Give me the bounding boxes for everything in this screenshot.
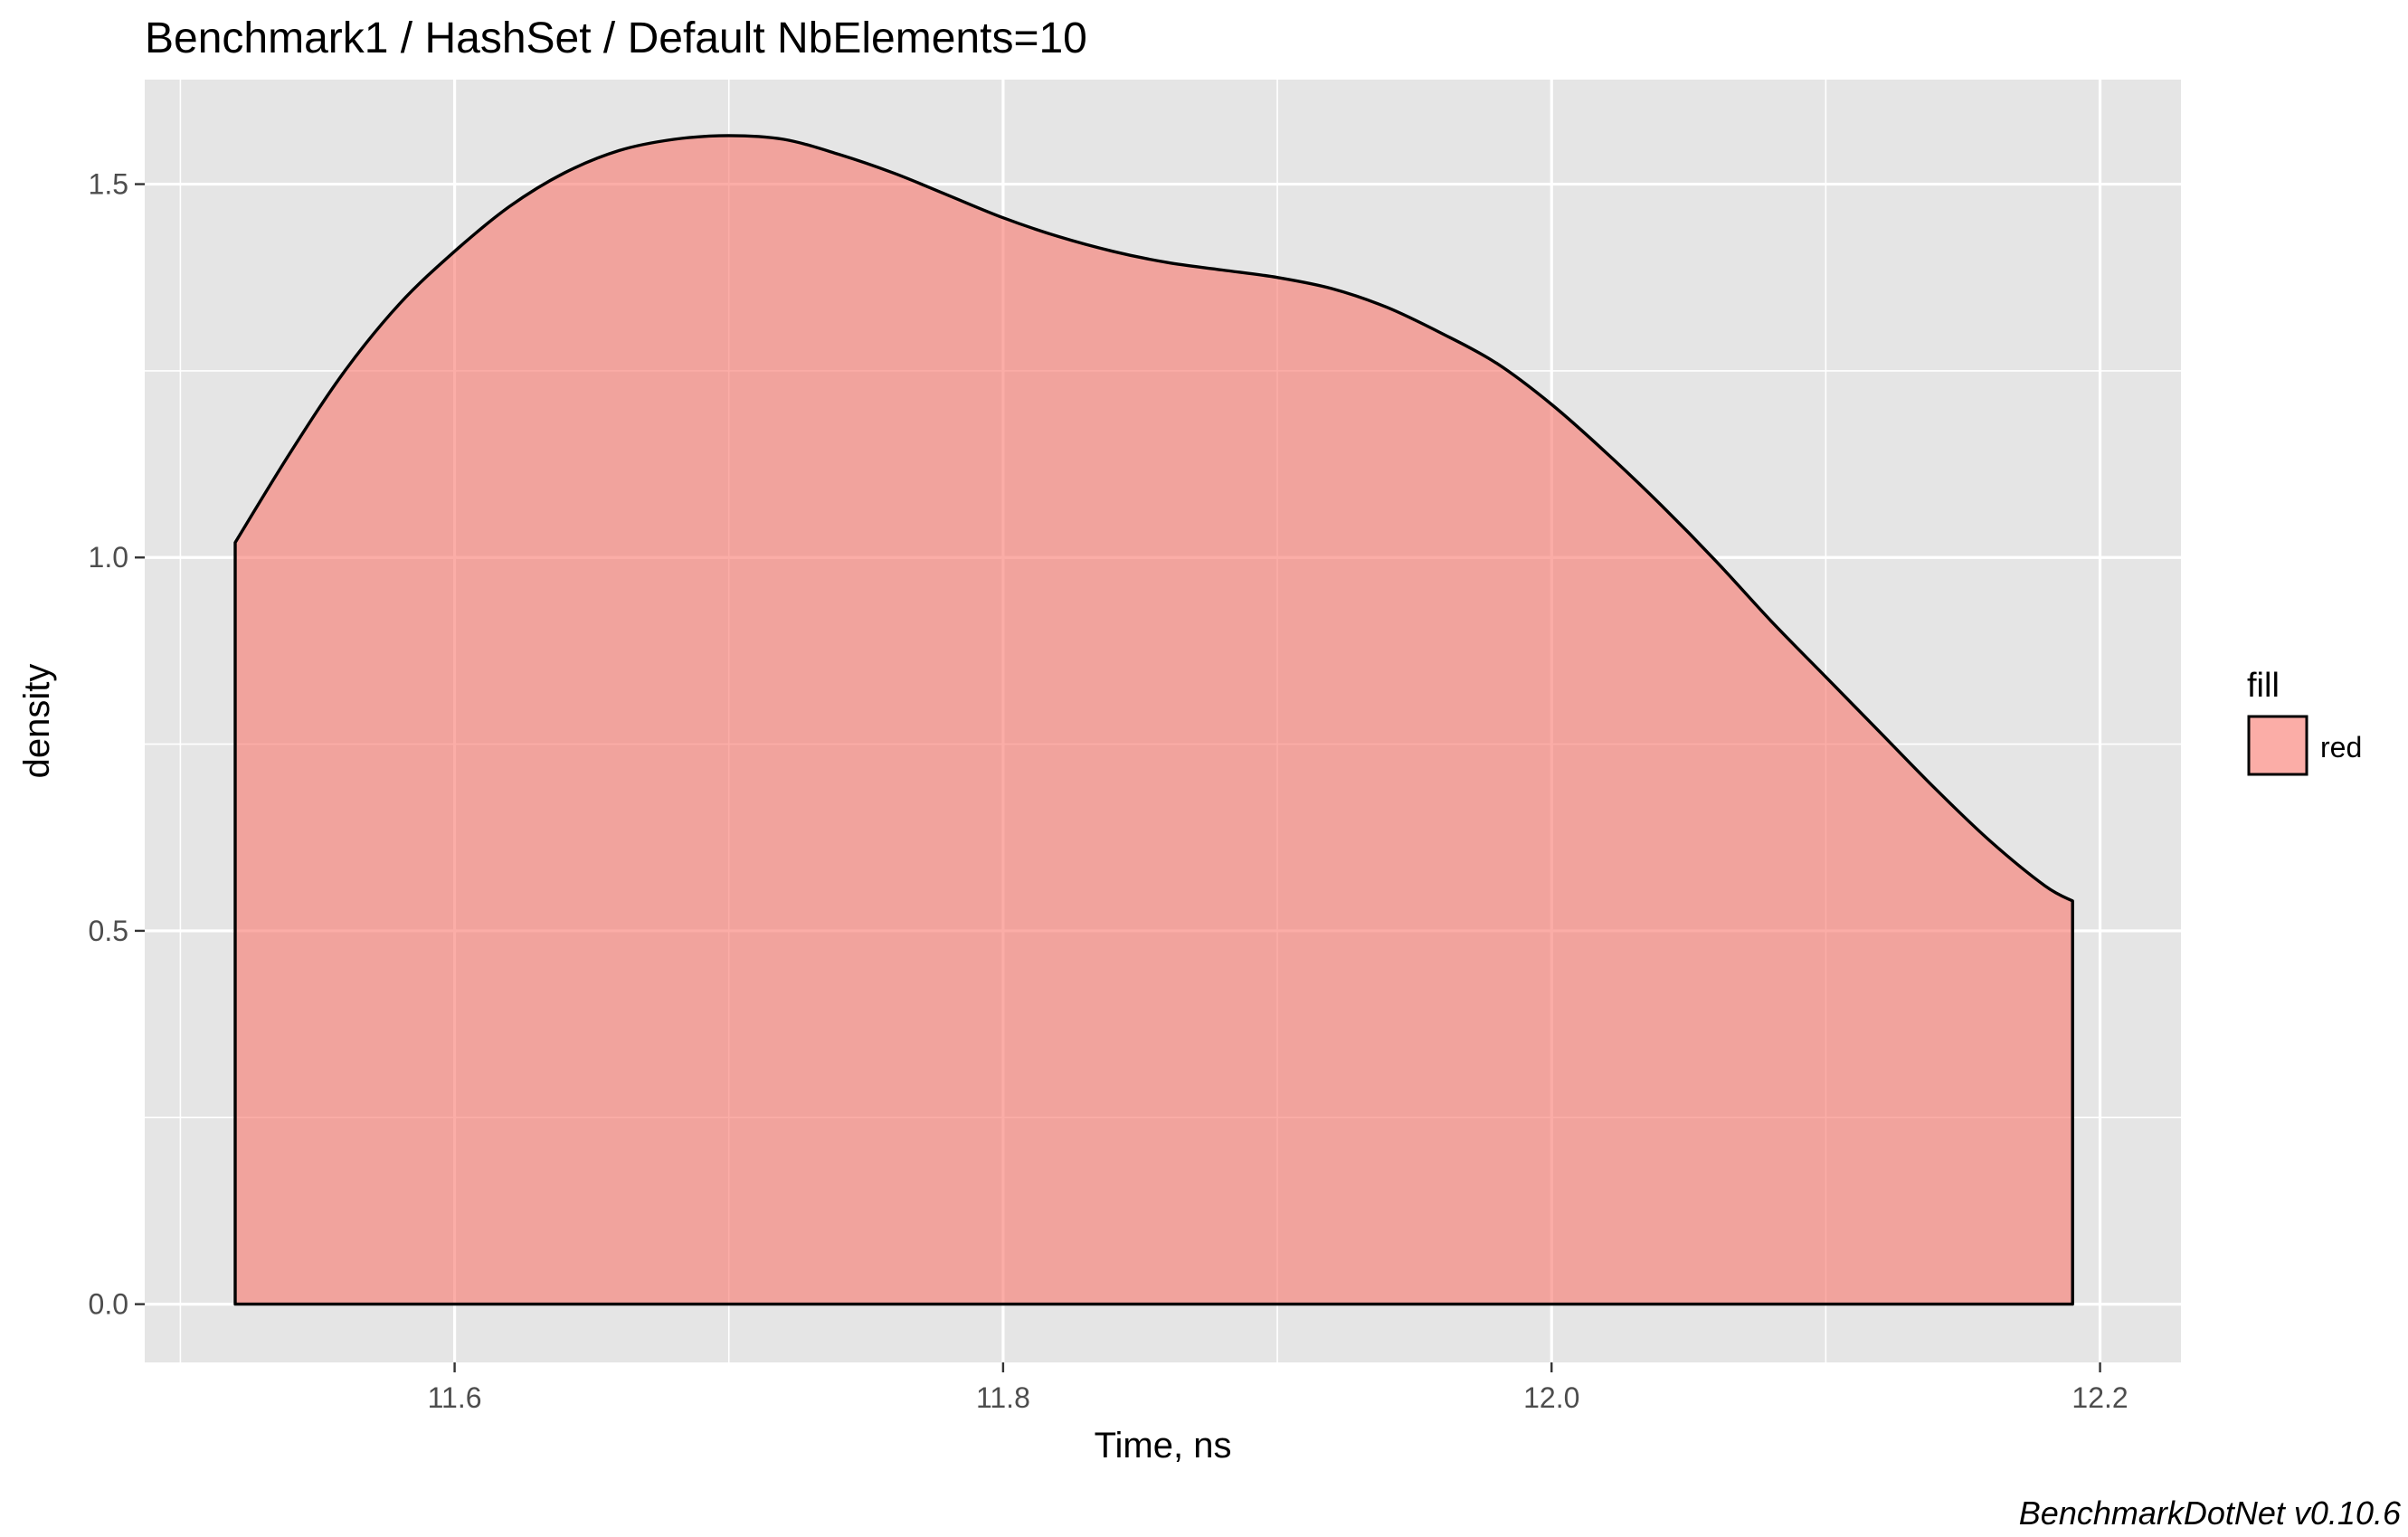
x-tick-label: 11.6 bbox=[428, 1381, 482, 1414]
legend-label-red: red bbox=[2320, 731, 2362, 764]
y-tick-label: 1.0 bbox=[89, 541, 128, 574]
density-layer bbox=[233, 134, 2074, 1306]
legend-key-swatch bbox=[2247, 715, 2308, 776]
x-tick-label: 12.0 bbox=[1523, 1381, 1579, 1414]
density-area-red bbox=[233, 134, 2074, 1306]
x-axis-title: Time, ns bbox=[1095, 1426, 1232, 1466]
legend: fill red bbox=[2247, 667, 2362, 776]
y-axis: 0.0 0.5 1.0 1.5 bbox=[89, 168, 145, 1321]
y-axis-title: density bbox=[17, 664, 57, 779]
caption: BenchmarkDotNet v0.10.6 bbox=[2019, 1494, 2402, 1532]
y-tick-label: 0.0 bbox=[89, 1288, 128, 1321]
y-tick-label: 1.5 bbox=[89, 168, 128, 201]
y-tick-label: 0.5 bbox=[89, 915, 128, 947]
x-axis: 11.6 11.8 12.0 12.2 bbox=[428, 1362, 2128, 1414]
x-tick-label: 12.2 bbox=[2071, 1381, 2128, 1414]
legend-title: fill bbox=[2247, 667, 2280, 705]
x-tick-label: 11.8 bbox=[976, 1381, 1030, 1414]
chart-title: Benchmark1 / HashSet / Default NbElement… bbox=[145, 14, 1087, 62]
